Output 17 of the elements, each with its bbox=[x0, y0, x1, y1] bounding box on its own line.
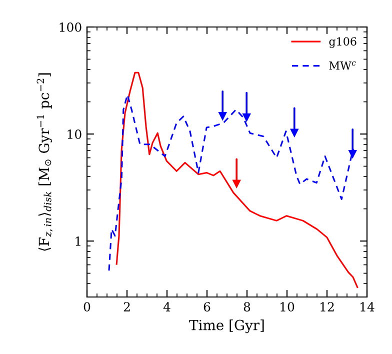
x-tick-label: 8 bbox=[244, 302, 250, 312]
line-series bbox=[108, 94, 356, 272]
y-tick-label: 1 bbox=[76, 236, 80, 246]
x-tick-label: 10 bbox=[280, 302, 294, 312]
x-tick-label: 12 bbox=[320, 302, 334, 312]
x-tick-label: 0 bbox=[84, 302, 90, 312]
y-tick-label: 10 bbox=[68, 129, 82, 139]
x-tick-label: 2 bbox=[124, 302, 130, 312]
x-tick-label: 4 bbox=[163, 302, 170, 312]
x-axis-title: Time [Gyr] bbox=[189, 320, 264, 334]
y-tick-label: 100 bbox=[60, 22, 82, 32]
legend-label: MW$^{c}$ bbox=[329, 61, 356, 70]
text: ⟨F$_{z,in}$⟩$_{disk}$ [M$_{⊙}$ Gyr$^{−1}$ pc$^{−2}$] bbox=[36, 73, 52, 251]
line-series bbox=[116, 72, 358, 288]
legend-label: g106 bbox=[329, 37, 356, 48]
x-tick-label: 14 bbox=[360, 302, 374, 312]
x-tick-label: 6 bbox=[204, 302, 210, 312]
